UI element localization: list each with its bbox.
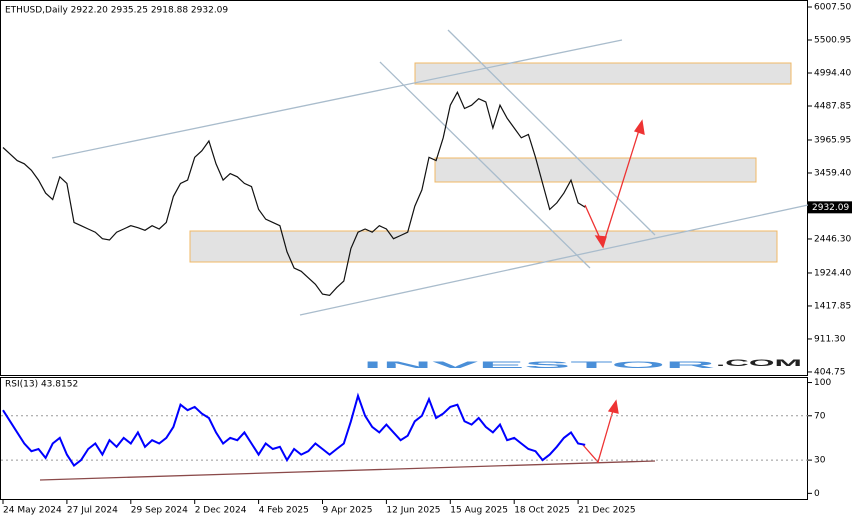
watermark-text: .COM [716,358,802,368]
zone [414,62,792,85]
x-tick-label: 29 Sep 2024 [131,506,188,516]
price-panel [0,0,808,376]
series-line [2,90,586,297]
y-tick-label: 1417.85 [814,301,851,311]
price-marker-label: 2932.09 [812,203,849,213]
x-tick-label: 27 Jul 2024 [67,506,118,516]
price-marker [808,201,852,214]
chart-title: ETHUSD,Daily 2922.20 2935.25 2918.88 293… [5,6,228,16]
arrow-head [594,235,607,249]
trend-line [379,61,591,269]
y-tick-label: 3965.95 [814,135,851,145]
y-tick-label: 404.75 [814,367,846,377]
y-tick-label: 1924.40 [814,268,851,278]
watermark-text: BEL [258,360,365,370]
x-tick-label: 21 Dec 2025 [578,506,636,516]
y-tick-label: 4487.85 [814,101,851,111]
rsi-trend-line [39,460,656,481]
trend-lines [51,29,809,316]
x-tick-label: 18 Oct 2025 [514,506,570,516]
forecast-arrows [582,119,645,464]
y-tick-label: 5500.95 [814,35,851,45]
zone [189,230,778,263]
x-tick-label: 9 Apr 2025 [323,506,373,516]
x-tick-label: 4 Feb 2025 [259,506,309,516]
x-tick-label: 12 Jun 2025 [386,506,440,516]
arrow [582,406,615,464]
rsi-panel [0,377,808,500]
trend-line [51,39,623,159]
y-tick-label: 3459.40 [814,168,851,178]
zones [189,62,792,263]
x-tick-label: 2 Dec 2024 [195,506,247,516]
y-tick-label: 70 [814,411,826,421]
y-tick-label: 100 [814,378,831,388]
y-tick-label: 2446.30 [814,234,851,244]
watermark-text: INVESTOR [363,360,719,370]
x-tick-label: 15 Aug 2025 [450,506,508,516]
x-tick-label: 24 May 2024 [3,506,62,516]
y-tick-label: 4994.40 [814,68,851,78]
series-line [2,392,586,468]
y-tick-label: 0 [814,489,820,499]
trend-line [299,204,809,316]
watermark: BEL INVESTOR .COM [257,358,802,371]
rsi-title: RSI(13) 43.8152 [5,380,78,390]
y-tick-label: 911.30 [814,334,846,344]
arrow-head [633,119,645,135]
trend-line [447,29,656,236]
arrow-head [607,399,619,414]
y-tick-label: 6007.50 [814,3,851,13]
y-tick-label: 30 [814,456,826,466]
zone [434,157,757,183]
